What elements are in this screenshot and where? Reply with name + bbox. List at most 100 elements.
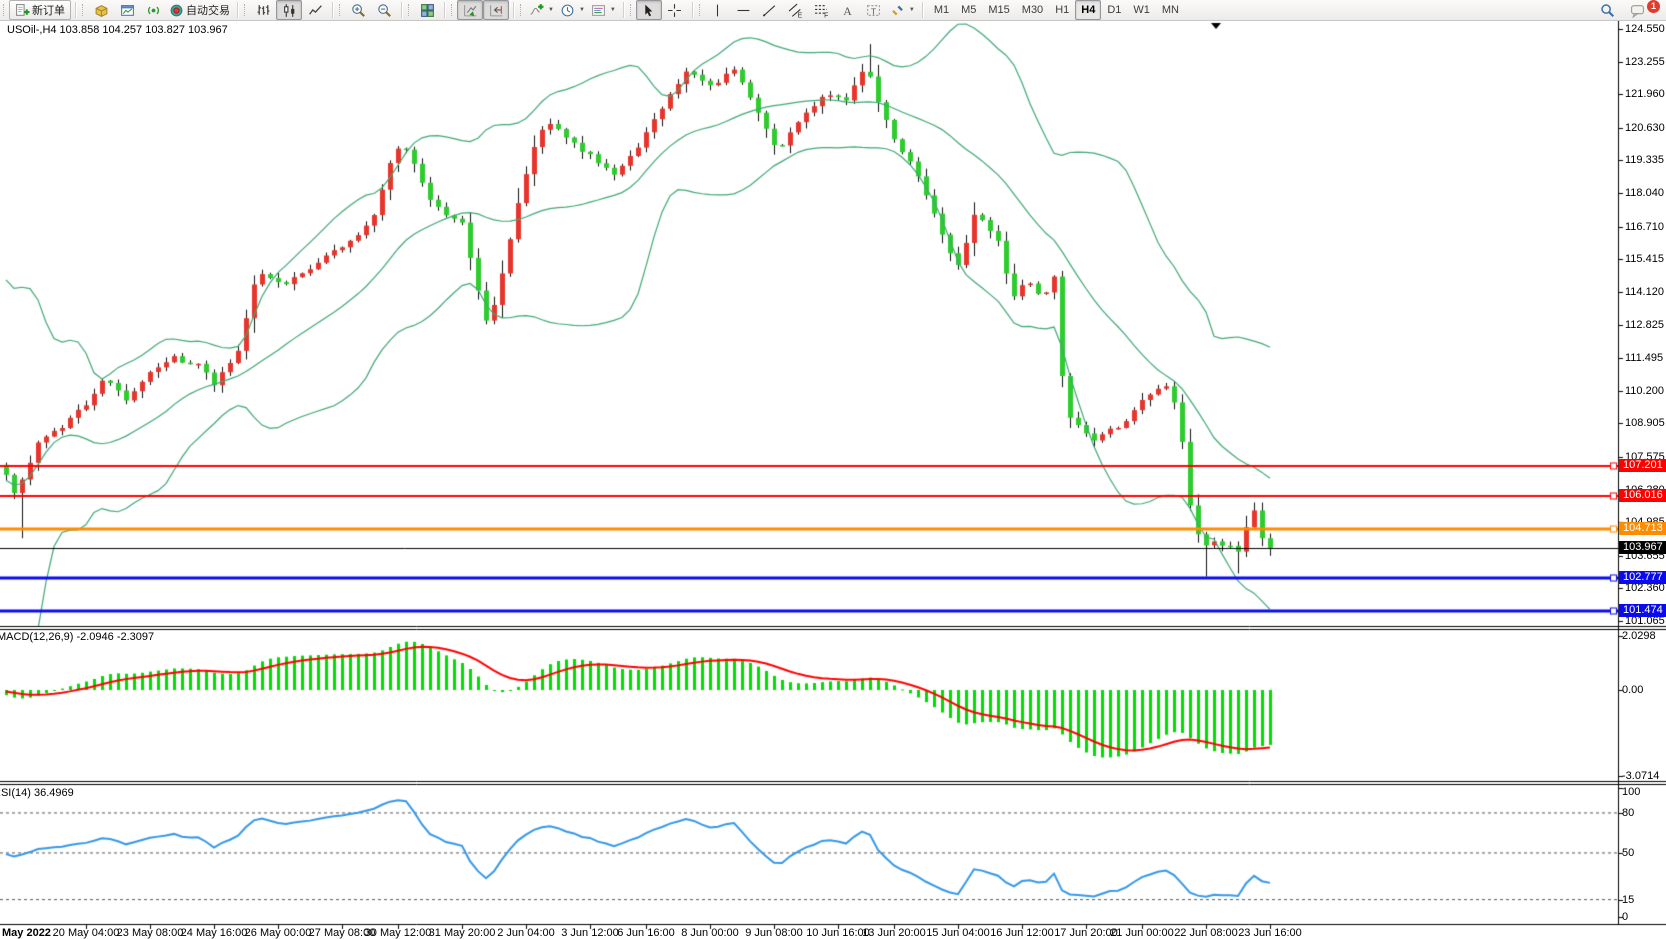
dropdown-caret-icon: ▼: [908, 7, 915, 13]
time-axis-label: 10 Jun 16:00: [806, 927, 870, 939]
candlestick-chart-button[interactable]: [276, 0, 302, 20]
level-price-tag: 107.201: [1619, 459, 1666, 472]
chart-shift-button[interactable]: [483, 0, 509, 20]
price-axis-label: 116.710: [1625, 221, 1664, 233]
market-box-button[interactable]: [88, 0, 114, 20]
crosshair-icon: [668, 3, 682, 17]
bar-chart-button[interactable]: [250, 0, 276, 20]
autotrade-icon: [170, 4, 183, 16]
channel-button[interactable]: E: [783, 0, 809, 20]
time-axis-label: 3 Jun 12:00: [561, 927, 619, 939]
timeframe-button-w1[interactable]: W1: [1133, 4, 1150, 16]
timeframe-button-m30[interactable]: M30: [1021, 4, 1044, 16]
time-axis-label: 23 Jun 16:00: [1238, 927, 1302, 939]
time-axis-label: 31 May 20:00: [428, 927, 496, 939]
timeframe-button-d1[interactable]: D1: [1107, 4, 1122, 16]
timeframe-button-m5[interactable]: M5: [961, 4, 977, 16]
rsi-axis-label: 15: [1622, 894, 1635, 906]
notifications-button[interactable]: [1624, 0, 1650, 20]
auto-trading-button-label: 自动交易: [186, 5, 230, 17]
timeframe-button-h4[interactable]: H4: [1075, 0, 1102, 20]
price-axis-label: 102.360: [1625, 582, 1665, 594]
price-axis-label: 112.825: [1625, 319, 1664, 331]
hline-button[interactable]: [731, 0, 757, 20]
toolbar-separator: [921, 2, 924, 18]
current-price-tag: 103.967: [1619, 541, 1666, 554]
svg-text:F: F: [825, 12, 829, 18]
fibonacci-button[interactable]: F: [809, 0, 835, 20]
level-price-tag: 104.713: [1619, 522, 1666, 535]
toolbar-grip: [451, 4, 455, 16]
vline-icon: [717, 4, 719, 16]
toolbar-separator: [401, 2, 403, 18]
group-services: 自动交易: [79, 0, 235, 20]
signal-button[interactable]: [140, 0, 166, 20]
line-chart-button[interactable]: [302, 0, 328, 20]
cursor-button[interactable]: [635, 0, 662, 20]
zoom-out-button[interactable]: [371, 0, 397, 20]
arrows-button[interactable]: ▼: [887, 0, 918, 20]
macd-legend: MACD(12,26,9) -2.0946 -2.3097: [0, 631, 155, 643]
chart-window-icon: [120, 4, 134, 16]
timeframe-button-m1[interactable]: M1: [933, 4, 950, 16]
level-price-tag: 106.016: [1619, 489, 1666, 502]
toolbar-grip: [3, 4, 7, 16]
time-axis-label: 26 May 00:00: [244, 927, 312, 939]
trendline-button[interactable]: [757, 0, 783, 20]
toolbar-grip: [82, 4, 86, 16]
macd-axis-label: 0.00: [1622, 684, 1644, 696]
svg-text:A: A: [844, 4, 853, 17]
price-axis-label: 123.255: [1625, 56, 1665, 68]
crosshair-button[interactable]: [662, 0, 688, 20]
timeframe-button-mn[interactable]: MN: [1161, 4, 1179, 16]
toolbar-separator: [622, 2, 625, 18]
chart-window-button[interactable]: [114, 0, 140, 20]
level-price-tag: 102.777: [1619, 571, 1666, 584]
tile-windows-button[interactable]: [414, 0, 440, 20]
group-cursor: [627, 0, 690, 20]
periods-button[interactable]: ▼: [557, 0, 588, 20]
toolbar-separator: [237, 2, 239, 18]
label-button[interactable]: T: [861, 0, 887, 20]
timeframe-button-h1[interactable]: H1: [1055, 4, 1070, 16]
time-axis-label: 17 Jun 20:00: [1054, 927, 1118, 939]
signal-icon: [147, 6, 159, 14]
toolbar-grip: [408, 4, 412, 16]
zoom-in-button[interactable]: [345, 0, 371, 20]
indicators-button[interactable]: ▼: [526, 0, 557, 20]
templates-icon: [591, 4, 605, 16]
text-button[interactable]: A: [835, 0, 861, 20]
vline-button[interactable]: [705, 0, 731, 20]
chart-canvas[interactable]: [0, 20, 1666, 939]
timeframe-button-m15[interactable]: M15: [988, 4, 1010, 16]
search-button[interactable]: [1594, 0, 1620, 20]
group-zoom: [336, 0, 399, 20]
channel-icon: E: [789, 3, 803, 18]
time-axis-label: 21 Jun 00:00: [1110, 927, 1174, 939]
chart-legend: USOil-,H4 103.858 104.257 103.827 103.96…: [7, 24, 228, 36]
new-order-icon: [16, 3, 30, 16]
auto-scroll-button[interactable]: [457, 0, 483, 20]
group-order: 新订单: [0, 0, 73, 20]
price-axis-label: 118.040: [1625, 187, 1664, 199]
svg-text:E: E: [798, 12, 803, 18]
price-axis-label: 121.960: [1625, 88, 1665, 100]
dropdown-caret-icon: ▼: [548, 7, 554, 13]
label-icon: T: [867, 4, 881, 16]
macd-axis-label: 2.0298: [1622, 630, 1656, 642]
templates-button[interactable]: ▼: [588, 0, 619, 20]
auto-trading-button[interactable]: 自动交易: [166, 0, 233, 20]
toolbar-separator: [691, 2, 694, 18]
toolbar-grip: [244, 4, 248, 16]
macd-axis-label: -3.0714: [1622, 770, 1660, 782]
group-insert: ▼ ▼ ▼: [517, 0, 621, 20]
time-axis-label: 23 May 08:00: [116, 927, 184, 939]
price-axis-label: 119.335: [1625, 154, 1664, 166]
time-axis-label: 30 May 12:00: [364, 927, 432, 939]
toolbar-right: 1: [1594, 0, 1666, 20]
group-timeframes: M1 M5 M15 M30 H1 H4 D1 W1 MN: [926, 0, 1187, 20]
notification-badge[interactable]: 1: [1647, 0, 1660, 13]
market-box-icon: [95, 4, 107, 17]
time-axis-label: 24 May 16:00: [180, 927, 248, 939]
new-order-button[interactable]: 新订单: [9, 0, 71, 20]
